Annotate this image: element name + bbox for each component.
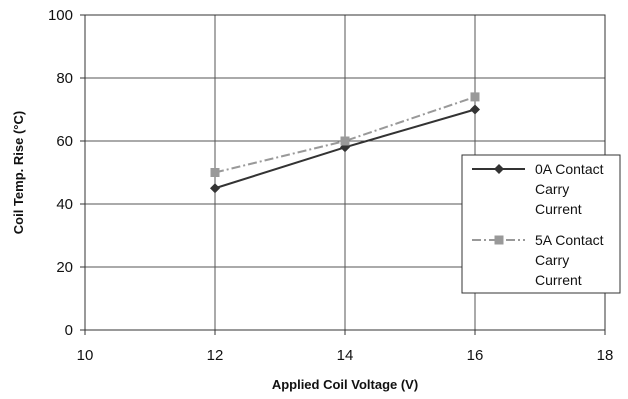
x-tick-label: 16 xyxy=(467,347,484,364)
legend: 0A Contact Carry Current 5A Contact Carry Cur… xyxy=(461,154,621,294)
legend-label-line: 5A Contact xyxy=(535,232,604,248)
x-tick-label: 12 xyxy=(207,347,224,364)
legend-item-0: 0A Contact Carry Current xyxy=(472,161,604,217)
data-point xyxy=(470,104,480,115)
legend-label-line: 0A Contact xyxy=(535,161,604,177)
legend-label-line: Carry xyxy=(535,252,569,268)
series-0 xyxy=(210,104,480,194)
data-point xyxy=(210,168,220,177)
data-point xyxy=(470,92,480,102)
y-axis-title: Coil Temp. Rise (°C) xyxy=(11,111,26,234)
y-tick-label: 100 xyxy=(48,7,73,24)
y-tick-label: 0 xyxy=(65,322,73,339)
x-tick-label: 18 xyxy=(597,347,614,364)
data-point xyxy=(340,136,350,146)
axis-ticks: 0 20 40 60 80 100 10 12 14 16 18 xyxy=(48,7,613,364)
x-tick-label: 14 xyxy=(337,347,354,364)
series-group xyxy=(210,92,480,194)
x-tick-label: 10 xyxy=(77,347,94,364)
legend-swatch-marker xyxy=(494,235,504,245)
y-tick-label: 20 xyxy=(56,259,73,276)
legend-item-1: 5A Contact Carry Current xyxy=(472,232,604,288)
y-tick-label: 80 xyxy=(56,70,73,87)
legend-box xyxy=(461,154,621,294)
y-tick-label: 60 xyxy=(56,133,73,150)
x-axis-title: Applied Coil Voltage (V) xyxy=(272,377,418,392)
legend-swatch-marker xyxy=(494,164,504,174)
legend-label-line: Carry xyxy=(535,181,569,197)
series-line xyxy=(214,95,476,174)
data-point xyxy=(210,183,220,194)
y-tick-label: 40 xyxy=(56,196,73,213)
legend-label-line: Current xyxy=(535,201,582,217)
legend-label-line: Current xyxy=(535,272,582,288)
series-1 xyxy=(210,92,480,177)
